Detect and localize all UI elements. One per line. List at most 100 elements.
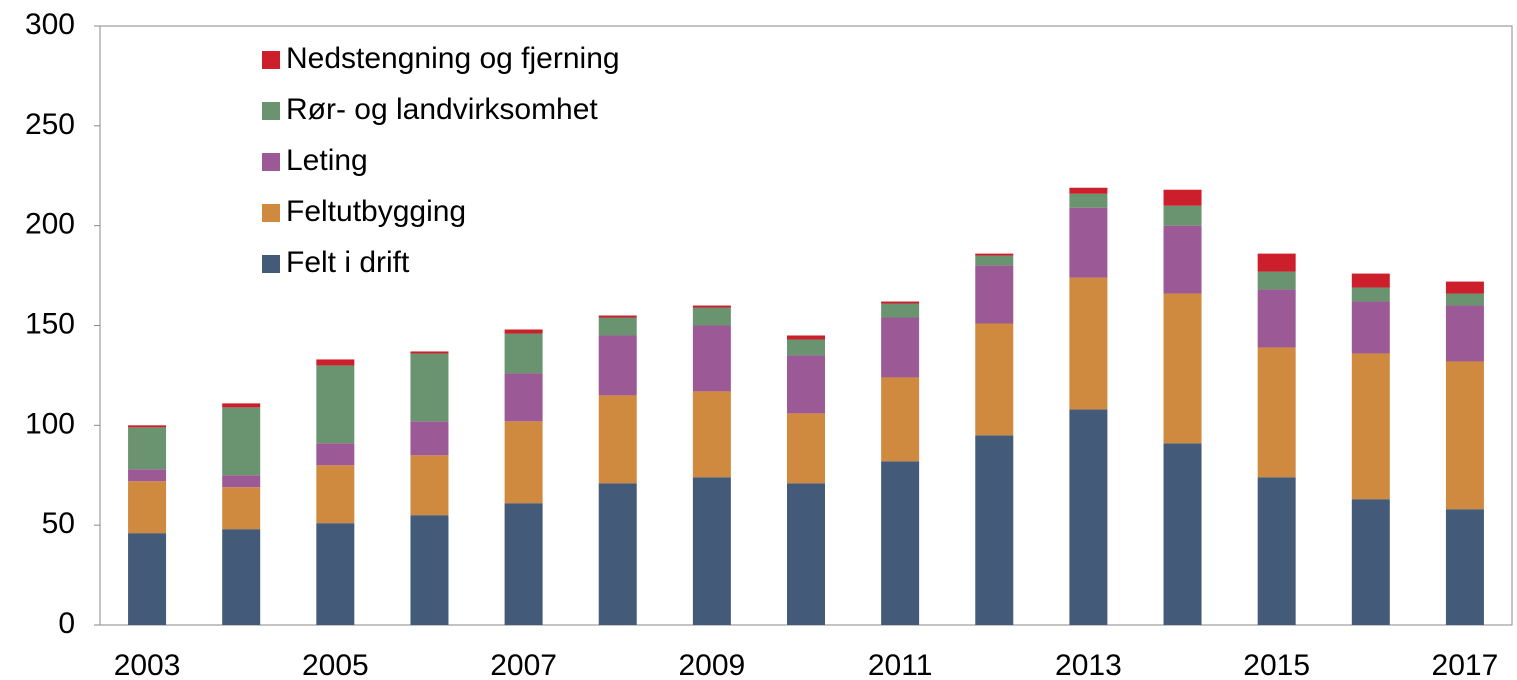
bar-segment [598,315,637,318]
bar-segment [1163,225,1202,294]
bar-segment [787,339,825,356]
x-tick-label: 2005 [302,649,369,680]
bar-segment [787,355,825,414]
bar-segment [1351,287,1390,302]
x-tick-label: 2015 [1243,649,1310,680]
bar-segment [222,475,261,488]
bar-segment [1257,477,1296,625]
bar-segment [1445,305,1484,362]
bar-segment [128,427,167,470]
y-tick-label: 0 [58,607,75,640]
legend-label: Felt i drift [286,246,410,279]
bar-segment [787,483,825,625]
x-tick-label: 2003 [114,649,181,680]
bar-segment [975,323,1014,436]
y-tick-label: 50 [42,507,75,540]
bar-segment [410,455,449,516]
bar-segment [1351,301,1390,354]
bar-segment [1163,443,1202,625]
bar-segment [316,443,355,466]
bar-segment [692,325,731,392]
bar-segment [316,365,355,444]
bar-segment [410,421,449,456]
bar-segment [1163,189,1202,206]
bar-segment [504,421,543,504]
bar-segment [1257,271,1296,290]
bar-segment [504,333,543,374]
bar-segment [881,303,920,318]
bar-segment [410,515,449,625]
bar-segment [1257,253,1296,272]
x-tick-label: 2017 [1432,649,1499,680]
bar-segment [1069,193,1108,208]
y-tick-label: 200 [25,208,75,241]
bar-segment [975,255,1014,266]
bar-segment [692,477,731,625]
y-tick-label: 300 [25,8,75,41]
bar-segment [1163,293,1202,444]
legend-label: Nedstengning og fjerning [286,42,620,75]
bar-segment [881,377,920,462]
bar-segment [1445,281,1484,294]
bar-segment [1069,277,1108,410]
bar-segment [1069,409,1108,625]
bar-segment [787,335,825,340]
bar-segment [692,307,731,326]
y-tick-label: 250 [25,108,75,141]
bar-segment [410,351,449,354]
bar-segment [410,353,449,422]
bar-segment [692,391,731,478]
bar-segment [598,335,637,396]
x-tick-label: 2011 [868,649,933,680]
legend-swatch [262,51,280,69]
bar-segment [1257,347,1296,478]
bar-segment [975,265,1014,324]
bar-segment [598,483,637,625]
bar-segment [1257,289,1296,348]
bar-segment [1445,509,1484,625]
legend-swatch [262,153,280,171]
legend-label: Feltutbygging [286,195,466,228]
bar-segment [504,503,543,625]
bar-segment [1069,187,1108,194]
bar-segment [1351,273,1390,288]
legend-swatch [262,204,280,222]
legend-swatch [262,255,280,273]
x-tick-label: 2009 [678,649,745,680]
bar-segment [316,465,355,524]
bar-segment [128,533,167,625]
bar-segment [1351,353,1390,500]
bar-segment [975,253,1014,256]
x-tick-label: 2007 [490,649,557,680]
legend-swatch [262,102,280,120]
bar-segment [598,395,637,484]
bar-segment [504,373,543,422]
legend-label: Leting [286,144,368,177]
bar-segment [222,407,261,476]
y-tick-label: 100 [25,407,75,440]
legend-label: Rør- og landvirksomhet [286,93,598,126]
y-tick-label: 150 [25,307,75,340]
bar-segment [881,301,920,304]
bar-segment [222,487,261,530]
bar-segment [598,317,637,336]
bar-segment [222,403,261,408]
bar-segment [787,413,825,484]
bar-segment [881,317,920,378]
bar-segment [1163,205,1202,226]
bar-segment [1351,499,1390,625]
bar-segment [128,469,167,482]
bar-segment [128,425,167,428]
bar-segment [504,329,543,334]
bar-segment [222,529,261,625]
bar-segment [1445,361,1484,510]
bar-segment [316,359,355,366]
bar-segment [1069,207,1108,278]
bar-segment [128,481,167,534]
bar-segment [316,523,355,625]
x-tick-label: 2013 [1055,649,1122,680]
bar-segment [1445,293,1484,306]
bar-segment [692,305,731,308]
bar-segment [975,435,1014,625]
